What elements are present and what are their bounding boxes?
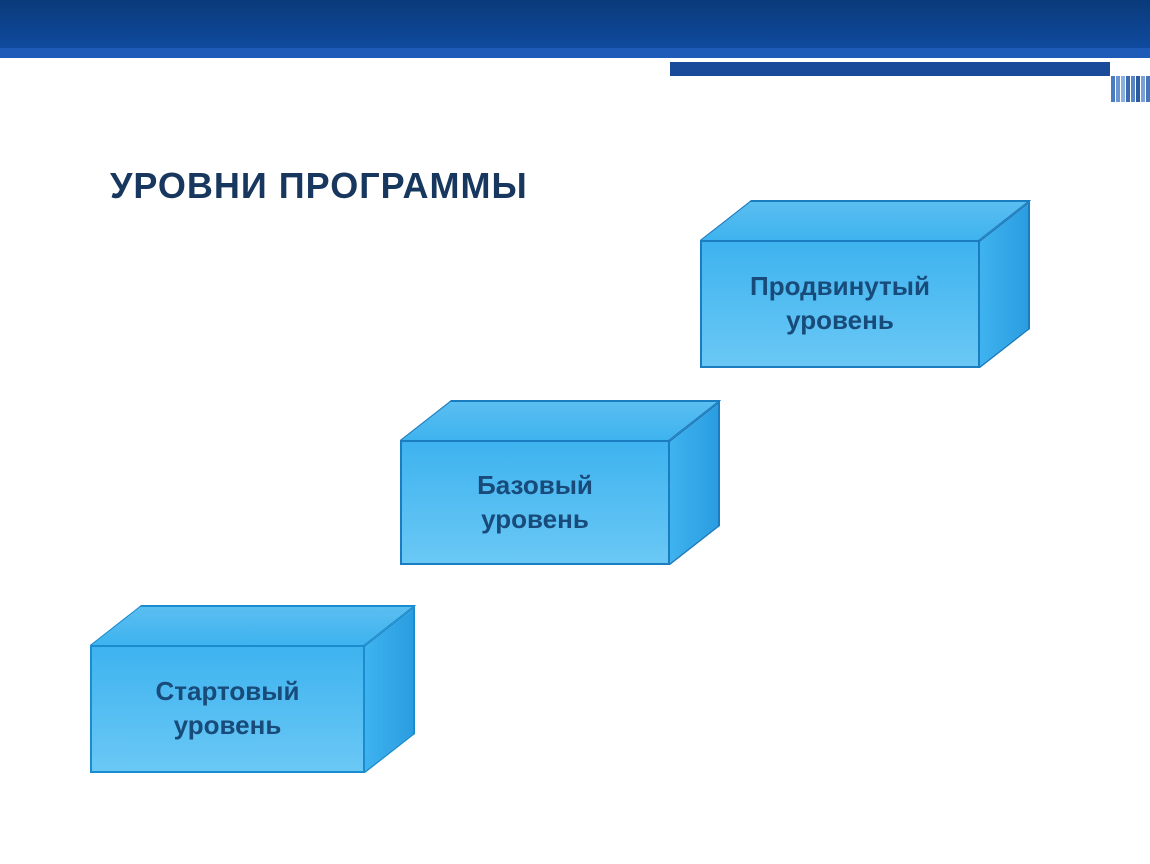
header-band-inner <box>0 48 1150 58</box>
level-cube-1: Базовыйуровень <box>400 400 670 565</box>
cube-label-line2: уровень <box>481 503 589 537</box>
slide-title: УРОВНИ ПРОГРАММЫ <box>110 165 528 207</box>
deco-stripe <box>1111 76 1115 102</box>
cube-top-face <box>400 400 721 440</box>
cube-label-line1: Базовый <box>477 469 593 503</box>
level-cube-2: Стартовыйуровень <box>90 605 365 773</box>
deco-thick-bar <box>670 62 1110 76</box>
decorative-bars <box>670 62 1150 102</box>
header-band <box>0 0 1150 48</box>
cube-front-face: Базовыйуровень <box>400 440 670 565</box>
cube-label-line1: Стартовый <box>156 675 300 709</box>
deco-stripe <box>1136 76 1140 102</box>
deco-stripe <box>1121 76 1125 102</box>
level-cube-0: Продвинутыйуровень <box>700 200 980 368</box>
cube-top-face <box>90 605 416 645</box>
deco-stripe <box>1131 76 1135 102</box>
deco-stripe <box>1116 76 1120 102</box>
deco-stripe <box>1126 76 1130 102</box>
cube-front-face: Стартовыйуровень <box>90 645 365 773</box>
deco-stripe <box>1146 76 1150 102</box>
cube-front-face: Продвинутыйуровень <box>700 240 980 368</box>
cube-top-face <box>700 200 1031 240</box>
cube-label-line2: уровень <box>174 709 282 743</box>
cube-label-line1: Продвинутый <box>750 270 930 304</box>
deco-stripe <box>1141 76 1145 102</box>
cube-label-line2: уровень <box>786 304 894 338</box>
deco-stripes <box>1111 76 1150 102</box>
